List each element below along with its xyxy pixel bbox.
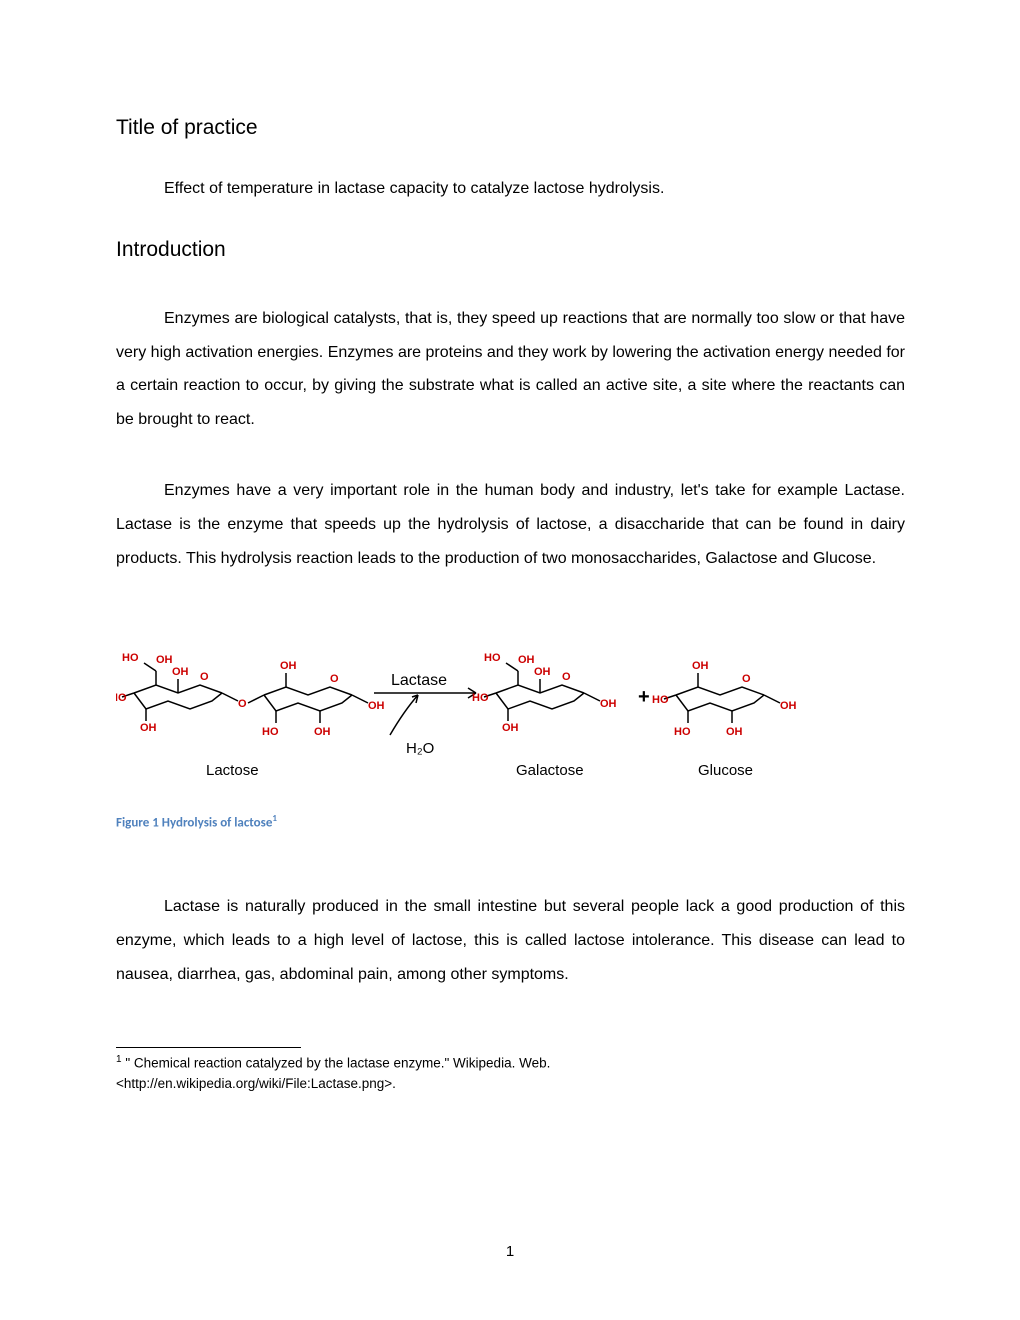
svg-text:OH: OH — [726, 726, 743, 738]
svg-text:O: O — [742, 673, 751, 685]
svg-text:OH: OH — [314, 726, 331, 738]
page-number: 1 — [0, 1243, 1020, 1260]
figure-1: O HO OH HO OH OH O O HO OH OH — [116, 615, 905, 805]
svg-text:HO: HO — [116, 692, 127, 704]
lactose-glucose-ring: O HO OH OH OH — [262, 660, 385, 738]
footnote-1: 1 " Chemical reaction catalyzed by the l… — [116, 1052, 905, 1094]
footnote-separator — [116, 1047, 301, 1048]
title-of-practice-heading: Title of practice — [116, 116, 905, 140]
svg-text:OH: OH — [518, 654, 535, 666]
footnote-line-1: " Chemical reaction catalyzed by the lac… — [122, 1056, 551, 1071]
svg-text:HO: HO — [122, 652, 139, 664]
svg-text:HO: HO — [472, 692, 489, 704]
glucose-product: O HO HO OH OH OH — [652, 660, 797, 738]
enzyme-label: Lactase — [391, 672, 447, 689]
svg-text:OH: OH — [140, 722, 157, 734]
hydrolysis-diagram: O HO OH HO OH OH O O HO OH OH — [116, 615, 906, 805]
plus-sign: + — [638, 686, 650, 708]
svg-text:O: O — [238, 698, 247, 710]
svg-text:O: O — [200, 671, 209, 683]
svg-text:HO: HO — [262, 726, 279, 738]
galactose-label: Galactose — [516, 762, 584, 779]
glucose-label: Glucose — [698, 762, 753, 779]
svg-text:OH: OH — [156, 654, 173, 666]
svg-text:O: O — [562, 671, 571, 683]
svg-text:OH: OH — [692, 660, 709, 672]
svg-text:O: O — [330, 673, 339, 685]
svg-text:OH: OH — [368, 700, 385, 712]
svg-text:OH: OH — [280, 660, 297, 672]
intro-paragraph-2: Enzymes have a very important role in th… — [116, 474, 905, 575]
svg-text:OH: OH — [502, 722, 519, 734]
svg-text:OH: OH — [172, 666, 189, 678]
svg-text:HO: HO — [674, 726, 691, 738]
figure-caption-text: Figure 1 Hydrolysis of lactose — [116, 815, 272, 830]
figure-1-caption: Figure 1 Hydrolysis of lactose1 — [116, 813, 905, 830]
intro-paragraph-1: Enzymes are biological catalysts, that i… — [116, 302, 905, 436]
practice-subtitle: Effect of temperature in lactase capacit… — [116, 180, 905, 198]
svg-text:OH: OH — [780, 700, 797, 712]
lactose-galactose-ring: O HO OH HO OH OH — [116, 652, 222, 734]
footnote-line-2: <http://en.wikipedia.org/wiki/File:Lacta… — [116, 1076, 396, 1091]
svg-text:HO: HO — [652, 694, 669, 706]
water-label: H₂O — [406, 740, 434, 757]
figure-caption-sup: 1 — [272, 813, 277, 824]
introduction-heading: Introduction — [116, 238, 905, 262]
intro-paragraph-3: Lactase is naturally produced in the sma… — [116, 890, 905, 991]
svg-text:HO: HO — [484, 652, 501, 664]
lactose-label: Lactose — [206, 762, 259, 779]
galactose-product: O HO OH HO OH OH OH — [472, 652, 617, 734]
svg-text:OH: OH — [534, 666, 551, 678]
svg-text:OH: OH — [600, 698, 617, 710]
